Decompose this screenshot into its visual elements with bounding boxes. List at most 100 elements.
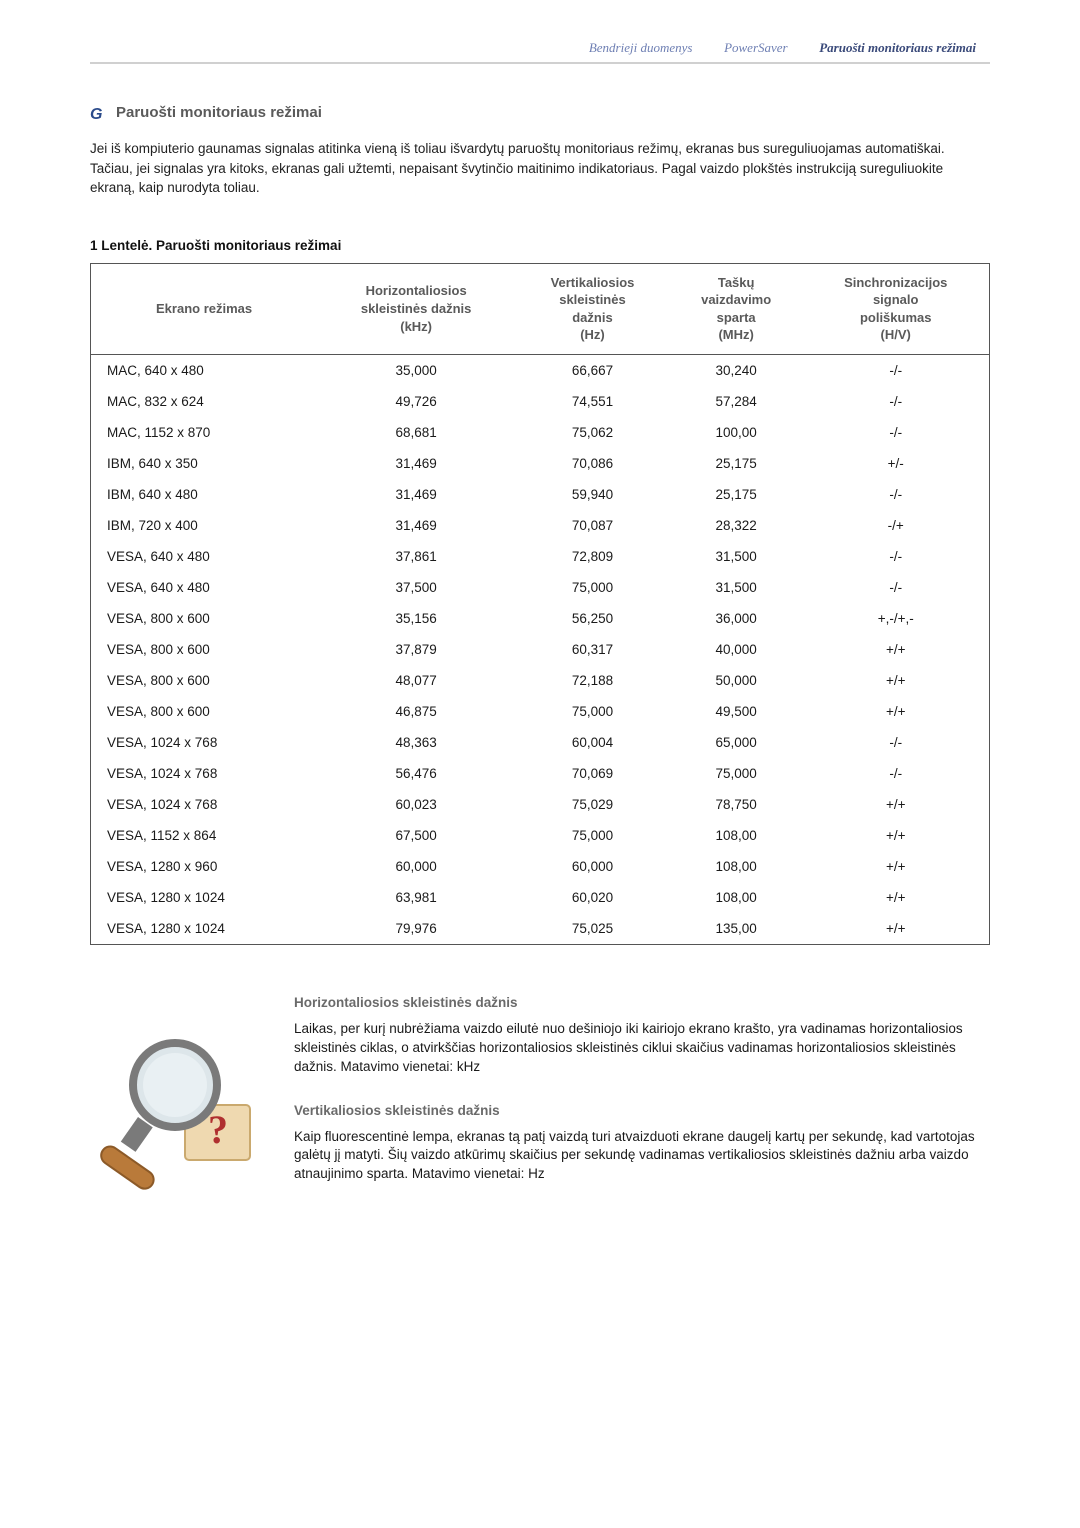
table-row: VESA, 1152 x 86467,50075,000108,00+/+ <box>91 820 990 851</box>
table-row: MAC, 832 x 62449,72674,55157,284-/- <box>91 386 990 417</box>
cell-value: -/- <box>802 479 989 510</box>
section-title: Paruošti monitoriaus režimai <box>116 104 322 121</box>
horiz-def-body: Laikas, per kurį nubrėžiama vaizdo eilut… <box>294 1020 990 1077</box>
vert-def-title: Vertikaliosios skleistinės dažnis <box>294 1103 990 1118</box>
cell-value: 31,469 <box>317 448 515 479</box>
cell-value: +/+ <box>802 913 989 945</box>
cell-value: -/- <box>802 758 989 789</box>
cell-value: 59,940 <box>515 479 670 510</box>
cell-value: 37,879 <box>317 634 515 665</box>
cell-value: +/+ <box>802 789 989 820</box>
table-row: VESA, 1024 x 76856,47670,06975,000-/- <box>91 758 990 789</box>
cell-value: -/- <box>802 572 989 603</box>
cell-value: 135,00 <box>670 913 803 945</box>
cell-value: 66,667 <box>515 354 670 386</box>
cell-value: 31,469 <box>317 510 515 541</box>
cell-value: 31,500 <box>670 572 803 603</box>
vert-def-body: Kaip fluorescentinė lempa, ekranas tą pa… <box>294 1128 990 1185</box>
cell-mode: VESA, 800 x 600 <box>91 603 318 634</box>
col-vert: Vertikaliosios skleistinės dažnis (Hz) <box>515 263 670 354</box>
col-horiz: Horizontaliosios skleistinės dažnis (kHz… <box>317 263 515 354</box>
cell-value: 60,000 <box>515 851 670 882</box>
cell-value: +,-/+,- <box>802 603 989 634</box>
cell-value: 46,875 <box>317 696 515 727</box>
cell-mode: VESA, 1280 x 1024 <box>91 913 318 945</box>
cell-value: 36,000 <box>670 603 803 634</box>
definitions-block: ? Horizontaliosios skleistinės dažnis La… <box>90 995 990 1210</box>
tab-powersaver[interactable]: PowerSaver <box>710 40 802 56</box>
cell-value: 25,175 <box>670 448 803 479</box>
cell-value: 70,087 <box>515 510 670 541</box>
top-tab-bar: Bendrieji duomenys PowerSaver Paruošti m… <box>90 40 990 64</box>
col-pixel: Taškų vaizdavimo sparta (MHz) <box>670 263 803 354</box>
table-row: VESA, 1280 x 102463,98160,020108,00+/+ <box>91 882 990 913</box>
cell-value: 79,976 <box>317 913 515 945</box>
cell-value: +/- <box>802 448 989 479</box>
cell-value: +/+ <box>802 696 989 727</box>
cell-value: +/+ <box>802 851 989 882</box>
cell-value: 50,000 <box>670 665 803 696</box>
cell-value: 65,000 <box>670 727 803 758</box>
cell-value: 49,500 <box>670 696 803 727</box>
cell-value: 56,476 <box>317 758 515 789</box>
cell-value: -/+ <box>802 510 989 541</box>
cell-value: 72,188 <box>515 665 670 696</box>
cell-value: 78,750 <box>670 789 803 820</box>
cell-value: 75,029 <box>515 789 670 820</box>
cell-value: 67,500 <box>317 820 515 851</box>
table-row: VESA, 1024 x 76860,02375,02978,750+/+ <box>91 789 990 820</box>
cell-mode: VESA, 800 x 600 <box>91 665 318 696</box>
cell-value: 60,004 <box>515 727 670 758</box>
cell-mode: IBM, 640 x 480 <box>91 479 318 510</box>
table-row: VESA, 640 x 48037,50075,00031,500-/- <box>91 572 990 603</box>
table-row: IBM, 720 x 40031,46970,08728,322-/+ <box>91 510 990 541</box>
cell-value: 25,175 <box>670 479 803 510</box>
cell-mode: VESA, 1280 x 960 <box>91 851 318 882</box>
cell-value: 70,069 <box>515 758 670 789</box>
cell-value: +/+ <box>802 882 989 913</box>
cell-mode: VESA, 1024 x 768 <box>91 758 318 789</box>
table-row: IBM, 640 x 35031,46970,08625,175+/- <box>91 448 990 479</box>
cell-value: 35,156 <box>317 603 515 634</box>
cell-value: 72,809 <box>515 541 670 572</box>
cell-value: 37,861 <box>317 541 515 572</box>
cell-mode: MAC, 1152 x 870 <box>91 417 318 448</box>
section-bullet-icon: G <box>90 106 106 120</box>
cell-value: -/- <box>802 727 989 758</box>
cell-value: -/- <box>802 354 989 386</box>
cell-value: 74,551 <box>515 386 670 417</box>
cell-value: 75,025 <box>515 913 670 945</box>
cell-value: 56,250 <box>515 603 670 634</box>
cell-mode: IBM, 640 x 350 <box>91 448 318 479</box>
table-row: VESA, 1280 x 102479,97675,025135,00+/+ <box>91 913 990 945</box>
cell-value: 40,000 <box>670 634 803 665</box>
cell-value: 75,062 <box>515 417 670 448</box>
cell-value: -/- <box>802 541 989 572</box>
cell-mode: MAC, 640 x 480 <box>91 354 318 386</box>
cell-value: 75,000 <box>515 572 670 603</box>
cell-value: 70,086 <box>515 448 670 479</box>
cell-value: 31,469 <box>317 479 515 510</box>
cell-value: 48,077 <box>317 665 515 696</box>
cell-mode: VESA, 640 x 480 <box>91 572 318 603</box>
cell-value: +/+ <box>802 634 989 665</box>
cell-value: 75,000 <box>515 696 670 727</box>
modes-table: Ekrano režimas Horizontaliosios skleisti… <box>90 263 990 945</box>
cell-value: 108,00 <box>670 882 803 913</box>
cell-value: 75,000 <box>670 758 803 789</box>
tab-preset-modes[interactable]: Paruošti monitoriaus režimai <box>805 40 990 56</box>
magnifier-illustration: ? <box>90 1025 270 1195</box>
svg-text:?: ? <box>208 1107 228 1152</box>
tab-general[interactable]: Bendrieji duomenys <box>575 40 707 56</box>
modes-table-head: Ekrano režimas Horizontaliosios skleisti… <box>91 263 990 354</box>
intro-paragraph: Jei iš kompiuterio gaunamas signalas ati… <box>90 139 990 198</box>
modes-table-body: MAC, 640 x 48035,00066,66730,240-/-MAC, … <box>91 354 990 944</box>
cell-value: 108,00 <box>670 851 803 882</box>
cell-mode: VESA, 800 x 600 <box>91 634 318 665</box>
cell-mode: VESA, 1280 x 1024 <box>91 882 318 913</box>
cell-value: 35,000 <box>317 354 515 386</box>
cell-value: 60,023 <box>317 789 515 820</box>
table-row: VESA, 800 x 60035,15656,25036,000+,-/+,- <box>91 603 990 634</box>
cell-value: 60,317 <box>515 634 670 665</box>
col-sync: Sinchronizacijos signalo poliškumas (H/V… <box>802 263 989 354</box>
